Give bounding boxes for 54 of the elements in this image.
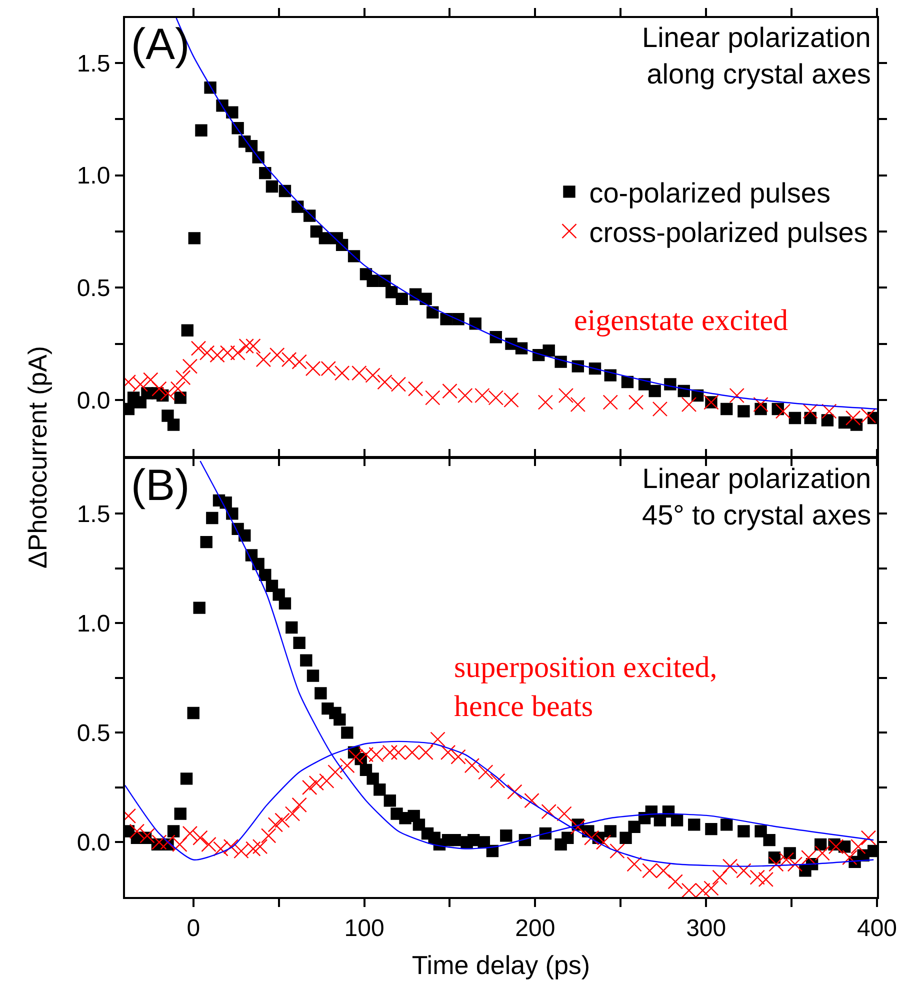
y-tick-label: 0.5	[76, 720, 110, 748]
point	[210, 347, 225, 363]
point	[256, 352, 272, 368]
point	[170, 381, 186, 396]
point	[442, 383, 458, 399]
point	[628, 394, 644, 410]
x-tick-label: 400	[856, 914, 898, 942]
y-tick-label: 1.5	[76, 50, 110, 78]
y-tick-label: 1.0	[76, 610, 110, 638]
y-tick-label: 0.5	[76, 275, 110, 302]
y-tick-label: 1.0	[76, 162, 110, 190]
annotation: superposition excited, hence beats	[454, 651, 718, 723]
x-tick-label: 200	[515, 914, 556, 942]
x-tick-label: 0	[186, 914, 200, 942]
point	[775, 404, 791, 419]
y-tick-label: 0.0	[76, 830, 110, 857]
point	[822, 404, 837, 419]
annotation: (B)	[131, 461, 190, 510]
point	[238, 338, 254, 354]
point	[652, 401, 668, 417]
point	[160, 386, 176, 401]
point	[270, 347, 285, 363]
x-tick-label: 100	[344, 914, 384, 942]
point	[190, 340, 206, 356]
point	[176, 370, 191, 386]
annotation: Linear polarization along crystal axes	[642, 22, 871, 90]
legend-label: cross-polarized pulses	[589, 217, 868, 248]
annotation: (A)	[131, 20, 190, 69]
point	[152, 381, 167, 396]
point	[220, 345, 236, 360]
point	[538, 394, 554, 410]
point	[558, 388, 574, 404]
point	[230, 345, 246, 360]
y-tick-label: 1.5	[76, 500, 110, 528]
point	[408, 381, 424, 396]
point	[143, 372, 158, 388]
point	[292, 354, 307, 370]
point	[182, 358, 198, 374]
point	[281, 352, 297, 368]
point	[425, 390, 440, 406]
y-tick-label: 0.0	[76, 387, 110, 414]
x-tick-label: 300	[686, 914, 726, 942]
legend-label: co-polarized pulses	[589, 178, 830, 209]
annotation: eigenstate excited	[574, 304, 788, 337]
point	[246, 338, 261, 354]
point	[570, 396, 586, 412]
point	[602, 394, 618, 410]
x-axis-title: Time delay (ps)	[412, 950, 590, 980]
annotation: Linear polarization 45° to crystal axes	[642, 463, 872, 530]
point	[729, 388, 744, 404]
point	[753, 396, 768, 412]
y-axis-title: ΔPhotocurrent (pA)	[22, 346, 52, 568]
point	[681, 396, 697, 412]
point	[199, 345, 215, 360]
